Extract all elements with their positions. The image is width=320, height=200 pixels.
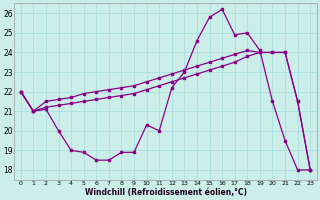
X-axis label: Windchill (Refroidissement éolien,°C): Windchill (Refroidissement éolien,°C) xyxy=(84,188,246,197)
